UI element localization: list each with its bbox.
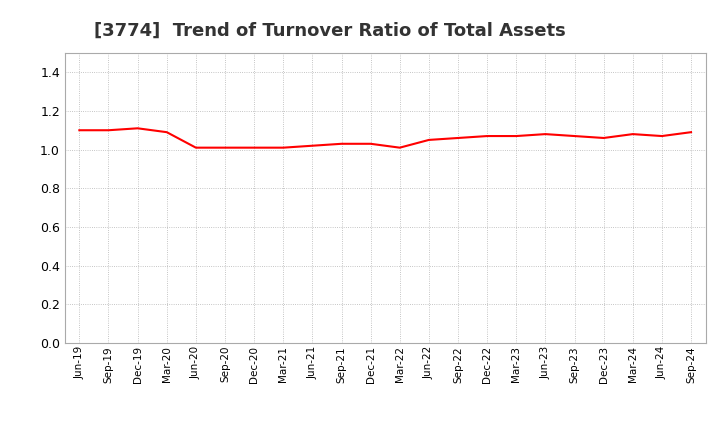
Text: [3774]  Trend of Turnover Ratio of Total Assets: [3774] Trend of Turnover Ratio of Total … bbox=[94, 22, 565, 40]
